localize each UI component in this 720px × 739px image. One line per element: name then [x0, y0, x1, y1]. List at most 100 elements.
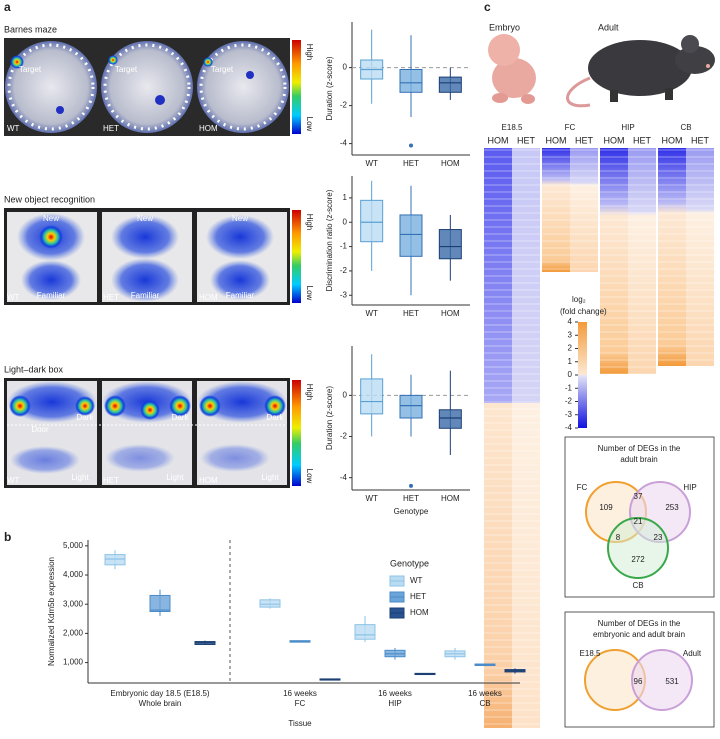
venn-count: 37: [634, 492, 643, 501]
colorbar-tick-label: 0: [568, 370, 573, 379]
genotype-label: WT: [7, 293, 20, 302]
box: [104, 554, 126, 566]
column-header: HET: [517, 135, 536, 145]
x-tick-label: WT: [365, 159, 378, 168]
y-tick-label: 0: [343, 63, 348, 72]
illustrations: [4, 34, 715, 728]
venn-count: 96: [634, 677, 643, 686]
x-axis-label: Genotype: [394, 507, 429, 516]
x-tick-label: HOM: [441, 159, 460, 168]
genotype-label: HOM: [199, 476, 218, 485]
box: [360, 378, 384, 415]
box: [438, 76, 462, 93]
column-header: HET: [633, 135, 652, 145]
embryo-illustration: [488, 34, 536, 104]
x-tick-label: HOM: [441, 494, 460, 503]
arena-label: Familiar: [131, 291, 160, 300]
column-header: HOM: [546, 135, 567, 145]
tissue-label: E18.5: [502, 123, 523, 132]
venn-set-label: HIP: [683, 483, 696, 492]
venn-set-label: CB: [632, 581, 643, 590]
colorbar-low: Low: [305, 286, 314, 301]
barnes-arenas: [4, 38, 290, 136]
box: [399, 214, 423, 257]
venn-set-label: FC: [577, 483, 588, 492]
x-tick-label: Embryonic day 18.5 (E18.5): [110, 689, 209, 698]
row-title: New object recognition: [4, 194, 95, 204]
x-tick-label: HET: [403, 309, 419, 318]
y-tick-label: 1,000: [63, 658, 84, 667]
arena-label: New: [137, 214, 153, 223]
y-tick-label: 4,000: [63, 570, 84, 579]
column-header: HOM: [488, 135, 509, 145]
arena-label: Familiar: [226, 291, 255, 300]
x-tick-label: WT: [365, 309, 378, 318]
arena-label: Target: [19, 65, 42, 74]
colorbar-low: Low: [305, 469, 314, 484]
y-tick-label: -2: [340, 266, 348, 275]
venn-count: 272: [631, 555, 645, 564]
x-tick-label: 16 weeks: [283, 689, 317, 698]
tissue-label: HIP: [621, 123, 634, 132]
row-title: Barnes maze: [4, 24, 57, 34]
colorbar-high: High: [305, 384, 314, 400]
colorbar-tick-label: -1: [565, 383, 573, 392]
legend-title: Genotype: [390, 558, 429, 568]
arena-label: Dark: [172, 413, 190, 422]
y-tick-label: 2,000: [63, 628, 84, 637]
arena-label: Light: [166, 473, 184, 482]
genotype-label: HET: [103, 476, 119, 485]
y-axis-label: Discrimination ratio (z-score): [325, 189, 334, 291]
genotype-label: HOM: [199, 124, 218, 133]
genotype-label: HET: [103, 293, 119, 302]
row-title: Light–dark box: [4, 364, 64, 374]
y-tick-label: 0: [343, 390, 348, 399]
x-tick-label: HOM: [441, 309, 460, 318]
arena-label: New: [43, 214, 59, 223]
heatmaps: [484, 148, 714, 728]
x-tick-label: HIP: [388, 699, 401, 708]
group-label: Adult: [598, 22, 619, 32]
venn-count: 531: [665, 677, 679, 686]
y-tick-label: -3: [340, 290, 348, 299]
arena-label: Door: [31, 425, 49, 434]
x-tick-label: HET: [403, 159, 419, 168]
y-tick-label: -2: [340, 432, 348, 441]
x-axis-label: Tissue: [288, 719, 312, 728]
panel-label: c: [484, 0, 491, 14]
column-header: HET: [575, 135, 594, 145]
box: [259, 599, 281, 608]
arena-label: Target: [211, 65, 234, 74]
y-tick-label: 5,000: [63, 541, 84, 550]
y-tick-label: 3,000: [63, 599, 84, 608]
legend-label: HOM: [410, 608, 429, 617]
arena-label: Familiar: [37, 291, 66, 300]
panel-label: a: [4, 0, 11, 14]
y-tick-label: -4: [340, 473, 348, 482]
colorbar-low: Low: [305, 117, 314, 132]
venn-count: 23: [654, 533, 663, 542]
column-header: HOM: [662, 135, 683, 145]
venn-title: embryonic and adult brain: [593, 630, 685, 639]
y-tick-label: -4: [340, 139, 348, 148]
colorbar-tick-label: -4: [565, 423, 573, 432]
x-tick-label: Whole brain: [139, 699, 182, 708]
x-tick-label: 16 weeks: [378, 689, 412, 698]
outlier: [409, 483, 413, 488]
ld-arenas: [4, 378, 290, 488]
x-tick-label: WT: [365, 494, 378, 503]
x-tick-label: FC: [295, 699, 306, 708]
colorbar-tick-label: 3: [568, 330, 573, 339]
legend-label: WT: [410, 576, 423, 585]
column-header: HET: [691, 135, 710, 145]
venn-set-label: E18.5: [580, 649, 601, 658]
colorbar-tick-label: 1: [568, 357, 573, 366]
arena-label: Dark: [267, 413, 285, 422]
x-tick-label: 16 weeks: [468, 689, 502, 698]
y-tick-label: -1: [340, 242, 348, 251]
colorbar-high: High: [305, 44, 314, 60]
x-tick-label: HET: [403, 494, 419, 503]
venn-count: 109: [599, 503, 613, 512]
colorbar-tick-label: -2: [565, 397, 573, 406]
